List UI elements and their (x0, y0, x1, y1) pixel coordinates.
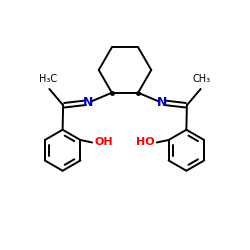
Text: CH₃: CH₃ (193, 74, 211, 84)
Text: N: N (83, 96, 93, 109)
Text: OH: OH (94, 138, 113, 147)
Text: HO: HO (136, 138, 155, 147)
Text: N: N (157, 96, 167, 109)
Text: H₃C: H₃C (39, 74, 57, 84)
